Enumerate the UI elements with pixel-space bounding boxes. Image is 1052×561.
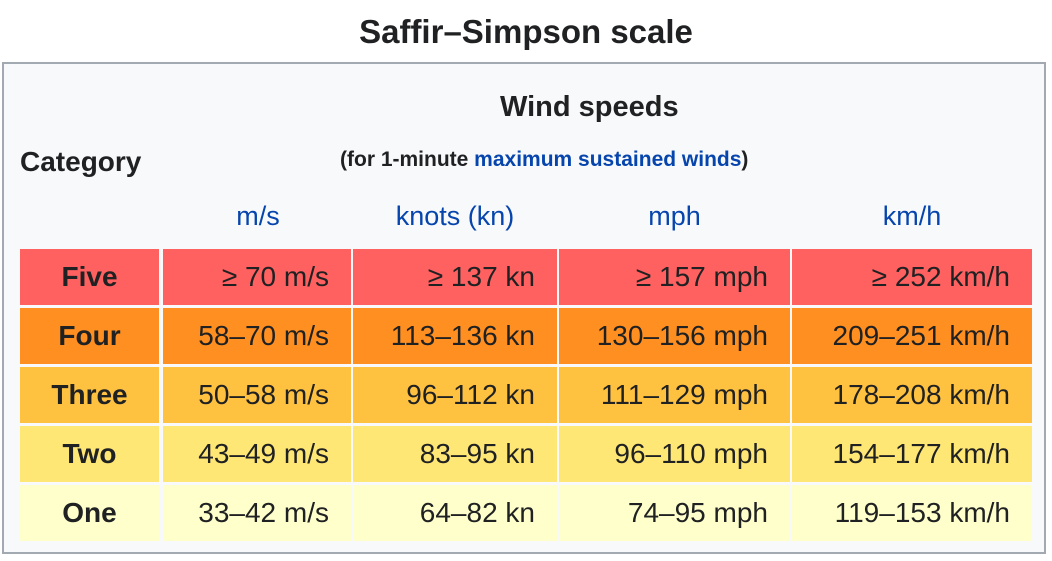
table-title: Saffir–Simpson scale <box>359 13 693 50</box>
category-cell: One <box>20 485 159 541</box>
mph-cell: 96–110 mph <box>559 426 790 482</box>
category-cell: Two <box>20 426 159 482</box>
kmh-cell: 178–208 km/h <box>792 367 1032 423</box>
unit-link-kmh[interactable]: km/h <box>882 201 942 231</box>
maximum-sustained-winds-link[interactable]: maximum sustained winds <box>474 148 742 171</box>
knots-cell: 64–82 kn <box>353 485 557 541</box>
kmh-cell: 119–153 km/h <box>792 485 1032 541</box>
category-cell: Five <box>20 249 159 305</box>
unit-link-ms[interactable]: m/s <box>236 201 280 231</box>
unit-link-mph[interactable]: mph <box>648 201 701 231</box>
kmh-cell: 209–251 km/h <box>792 308 1032 364</box>
knots-cell: 113–136 kn <box>353 308 557 364</box>
ms-cell: 43–49 m/s <box>163 426 351 482</box>
note-suffix: ) <box>741 148 749 171</box>
kmh-cell: 154–177 km/h <box>792 426 1032 482</box>
mph-cell: 74–95 mph <box>559 485 790 541</box>
ms-cell: 50–58 m/s <box>163 367 351 423</box>
mph-cell: 111–129 mph <box>559 367 790 423</box>
knots-cell: 96–112 kn <box>353 367 557 423</box>
category-cell: Three <box>20 367 159 423</box>
knots-cell: 83–95 kn <box>353 426 557 482</box>
category-header: Category <box>20 146 142 177</box>
knots-cell: ≥ 137 kn <box>353 249 557 305</box>
mph-cell: 130–156 mph <box>559 308 790 364</box>
ms-cell: 58–70 m/s <box>163 308 351 364</box>
wind-speeds-header: Wind speeds <box>500 91 679 123</box>
sustained-winds-note: (for 1-minute maximum sustained winds) <box>340 146 748 174</box>
category-cell: Four <box>20 308 159 364</box>
kmh-cell: ≥ 252 km/h <box>792 249 1032 305</box>
ms-cell: ≥ 70 m/s <box>163 249 351 305</box>
mph-cell: ≥ 157 mph <box>559 249 790 305</box>
note-prefix: (for 1-minute <box>340 148 475 171</box>
ms-cell: 33–42 m/s <box>163 485 351 541</box>
unit-link-knots[interactable]: knots (kn) <box>395 201 515 231</box>
